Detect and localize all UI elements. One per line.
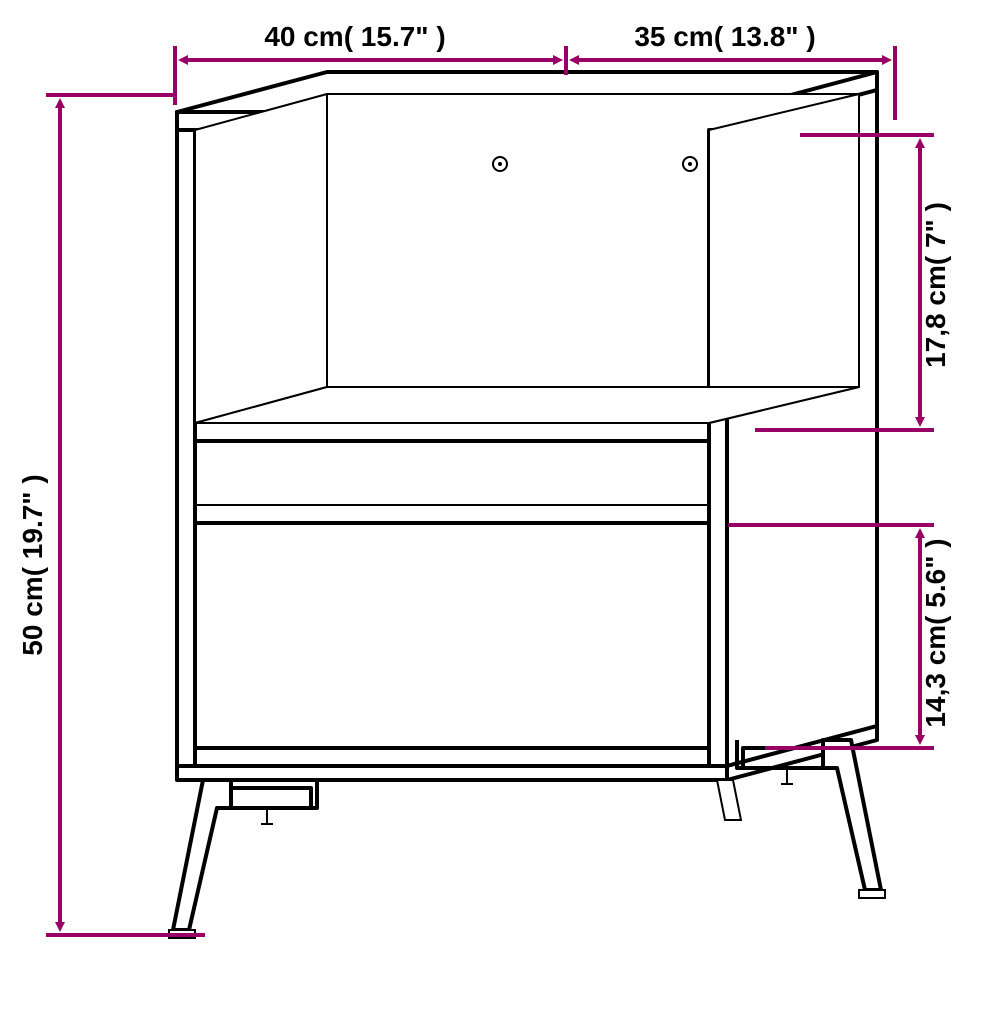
dim-drawer-label: 14,3 cm( 5.6" ) [920, 538, 951, 727]
dim-height-label: 50 cm( 19.7" ) [17, 474, 48, 655]
cabinet-body [169, 72, 885, 938]
dim-shelf-label: 17,8 cm( 7" ) [920, 202, 951, 368]
cabinet-leg [169, 780, 317, 938]
dimension-drawing: 40 cm( 15.7" ) 35 cm( 13.8" ) 50 cm( 19.7"… [0, 0, 989, 1020]
dim-depth-label: 35 cm( 13.8" ) [634, 21, 815, 52]
dim-width-label: 40 cm( 15.7" ) [264, 21, 445, 52]
